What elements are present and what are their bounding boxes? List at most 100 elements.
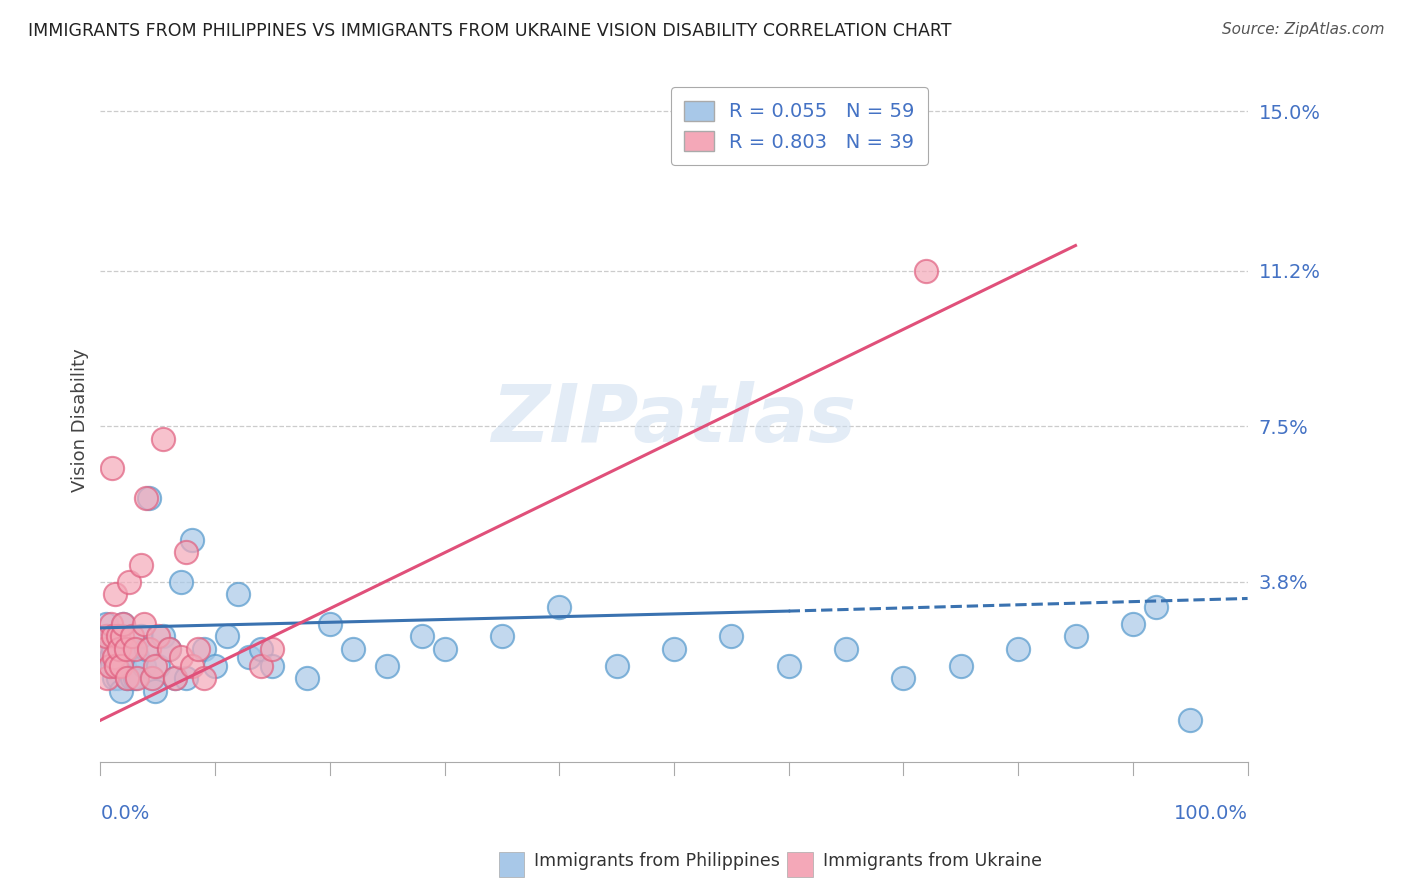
Point	[949, 658, 972, 673]
Point	[187, 641, 209, 656]
Point	[114, 658, 136, 673]
Point	[103, 650, 125, 665]
Text: Immigrants from Philippines: Immigrants from Philippines	[534, 852, 780, 870]
Point	[114, 641, 136, 656]
Point	[135, 641, 157, 656]
Legend: R = 0.055   N = 59, R = 0.803   N = 39: R = 0.055 N = 59, R = 0.803 N = 39	[671, 87, 928, 165]
Point	[101, 641, 124, 656]
Point	[115, 671, 138, 685]
Point	[152, 432, 174, 446]
Point	[110, 684, 132, 698]
Point	[181, 658, 204, 673]
Point	[176, 671, 198, 685]
Point	[250, 641, 273, 656]
Point	[125, 650, 148, 665]
Point	[163, 671, 186, 685]
Point	[141, 671, 163, 685]
Y-axis label: Vision Disability: Vision Disability	[72, 348, 89, 491]
Point	[93, 641, 115, 656]
Point	[835, 641, 858, 656]
Point	[107, 641, 129, 656]
Text: Immigrants from Ukraine: Immigrants from Ukraine	[823, 852, 1042, 870]
Point	[110, 658, 132, 673]
Point	[141, 671, 163, 685]
Point	[107, 671, 129, 685]
Point	[169, 574, 191, 589]
Point	[893, 671, 915, 685]
Point	[121, 671, 143, 685]
Point	[118, 641, 141, 656]
Point	[98, 658, 121, 673]
Point	[132, 658, 155, 673]
Point	[115, 671, 138, 685]
Point	[107, 629, 129, 643]
Point	[138, 641, 160, 656]
Point	[114, 641, 136, 656]
Point	[176, 545, 198, 559]
Text: 100.0%: 100.0%	[1174, 805, 1247, 823]
Point	[1144, 599, 1167, 614]
Point	[107, 641, 129, 656]
Point	[548, 599, 571, 614]
Text: Source: ZipAtlas.com: Source: ZipAtlas.com	[1222, 22, 1385, 37]
Point	[101, 658, 124, 673]
Point	[163, 671, 186, 685]
Point	[193, 671, 215, 685]
Point	[433, 641, 456, 656]
Text: ZIPatlas: ZIPatlas	[492, 381, 856, 458]
Point	[124, 641, 146, 656]
Point	[104, 587, 127, 601]
Point	[204, 658, 226, 673]
Point	[215, 629, 238, 643]
Point	[152, 629, 174, 643]
Point	[112, 616, 135, 631]
Point	[411, 629, 433, 643]
Point	[342, 641, 364, 656]
Point	[250, 658, 273, 673]
Point	[100, 616, 122, 631]
Point	[662, 641, 685, 656]
Point	[1122, 616, 1144, 631]
Point	[157, 641, 180, 656]
Point	[129, 629, 152, 643]
Point	[132, 616, 155, 631]
Point	[98, 641, 121, 656]
Point	[1064, 629, 1087, 643]
Point	[1180, 714, 1202, 728]
Point	[101, 629, 124, 643]
Point	[94, 616, 117, 631]
Point	[146, 658, 169, 673]
Point	[111, 629, 134, 643]
Point	[181, 533, 204, 547]
Text: IMMIGRANTS FROM PHILIPPINES VS IMMIGRANTS FROM UKRAINE VISION DISABILITY CORRELA: IMMIGRANTS FROM PHILIPPINES VS IMMIGRANT…	[28, 22, 952, 40]
Point	[101, 461, 124, 475]
Point	[124, 671, 146, 685]
Point	[720, 629, 742, 643]
Point	[1007, 641, 1029, 656]
Point	[169, 650, 191, 665]
Point	[193, 641, 215, 656]
Point	[145, 684, 167, 698]
Text: 0.0%: 0.0%	[100, 805, 149, 823]
Point	[226, 587, 249, 601]
Point	[491, 629, 513, 643]
Point	[104, 658, 127, 673]
Point	[96, 629, 118, 643]
Point	[100, 650, 122, 665]
Point	[121, 629, 143, 643]
Point	[375, 658, 398, 673]
Point	[262, 658, 284, 673]
Point	[105, 658, 128, 673]
Point	[238, 650, 260, 665]
Point	[112, 616, 135, 631]
Point	[606, 658, 628, 673]
Point	[146, 629, 169, 643]
Point	[135, 491, 157, 505]
Point	[915, 264, 938, 278]
Point	[96, 671, 118, 685]
Point	[125, 671, 148, 685]
Point	[319, 616, 342, 631]
Point	[778, 658, 800, 673]
Point	[138, 491, 160, 505]
Point	[94, 629, 117, 643]
